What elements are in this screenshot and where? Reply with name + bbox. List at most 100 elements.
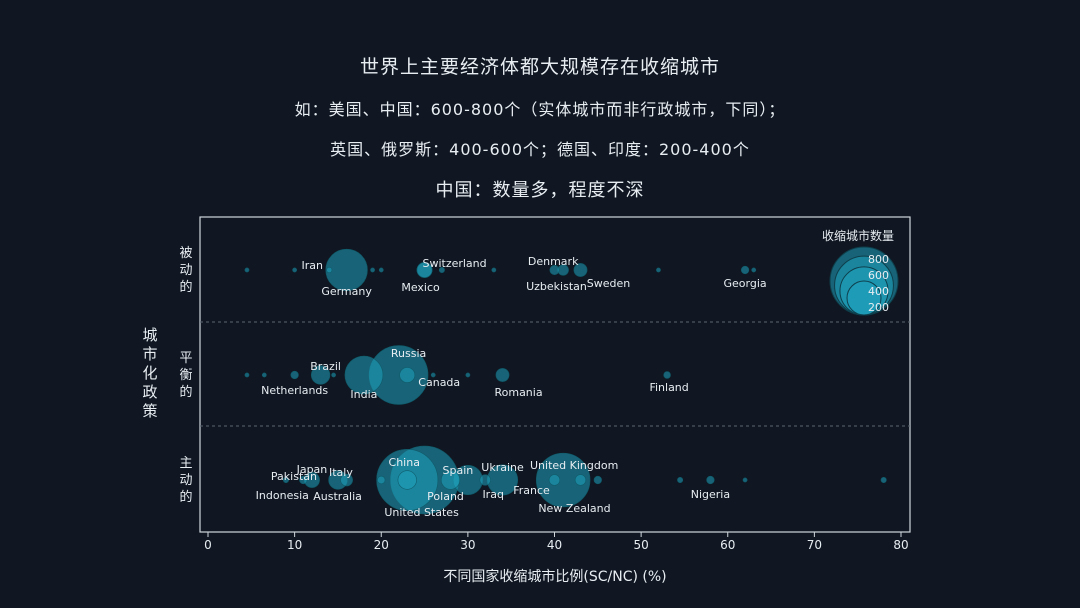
point-label-germany: Germany — [321, 285, 372, 298]
x-tick-label: 10 — [287, 538, 302, 552]
legend-label-200: 200 — [868, 301, 889, 314]
bubble-new-zealand — [574, 474, 587, 486]
bubble-india — [344, 355, 384, 395]
bubble-unlabeled — [465, 372, 471, 378]
bubble-brazil — [311, 365, 331, 385]
point-label-georgia: Georgia — [724, 277, 767, 290]
point-label-iran: Iran — [302, 259, 324, 272]
legend-label-800: 800 — [868, 253, 889, 266]
x-tick-label: 40 — [547, 538, 562, 552]
bubble-netherlands — [290, 370, 299, 380]
y-axis-title: 城市化政策 — [142, 326, 158, 420]
bubble-unlabeled — [430, 372, 436, 378]
bubble-unlabeled — [491, 267, 497, 273]
point-label-united-kingdom: United Kingdom — [530, 459, 618, 472]
bubble-unlabeled — [377, 475, 386, 485]
point-label-iraq: Iraq — [482, 488, 504, 501]
point-label-new-zealand: New Zealand — [538, 502, 610, 515]
point-label-france: France — [513, 484, 550, 497]
legend-label-400: 400 — [868, 285, 889, 298]
bubble-france — [548, 474, 561, 486]
bubble-pakistan — [282, 477, 289, 483]
point-label-russia: Russia — [391, 347, 426, 360]
bubble-iraq — [479, 474, 491, 486]
bubble-finland — [663, 371, 671, 379]
category-label-3: 主 — [179, 456, 192, 471]
point-label-uzbekistan: Uzbekistan — [526, 280, 587, 293]
conclusion-line: 中国：数量多，程度不深 — [435, 180, 645, 201]
point-label-japan: Japan — [296, 463, 328, 476]
bubble-poland — [440, 470, 461, 490]
bubble-unlabeled — [244, 372, 250, 378]
point-label-netherlands: Netherlands — [261, 384, 328, 397]
bubble-unlabeled — [331, 372, 336, 378]
subtitle-line-2: 英国、俄罗斯：400-600个；德国、印度：200-400个 — [330, 140, 750, 159]
bubble-georgia — [740, 265, 750, 275]
bubble-unlabeled — [378, 267, 384, 273]
bubble-iran — [326, 267, 333, 273]
point-label-sweden: Sweden — [587, 277, 630, 290]
bubble-unlabeled — [397, 470, 417, 490]
category-label-3: 动 — [179, 473, 192, 488]
bubble-unlabeled — [438, 267, 445, 273]
bubble-unlabeled — [677, 477, 684, 483]
point-label-poland: Poland — [427, 490, 464, 503]
x-axis-title: 不同国家收缩城市比例(SC/NC) (%) — [443, 569, 667, 585]
legend-title: 收缩城市数量 — [822, 228, 894, 243]
bubble-unlabeled — [742, 477, 748, 483]
category-label-2: 平 — [179, 351, 192, 366]
x-tick-label: 80 — [893, 538, 908, 552]
x-tick-label: 60 — [720, 538, 735, 552]
bubble-unlabeled — [751, 267, 757, 273]
point-label-nigeria: Nigeria — [691, 488, 730, 501]
bubble-unlabeled — [593, 475, 602, 485]
category-label-1: 动 — [179, 263, 192, 278]
bubble-canada — [399, 367, 416, 383]
x-tick-label: 30 — [460, 538, 475, 552]
category-label-2: 的 — [179, 384, 192, 400]
x-tick-label: 70 — [807, 538, 822, 552]
bubble-sweden — [573, 263, 588, 277]
bubble-unlabeled — [370, 267, 375, 273]
legend-label-600: 600 — [868, 269, 889, 282]
category-label-1: 的 — [179, 279, 192, 295]
point-label-ukraine: Ukraine — [481, 461, 524, 474]
point-label-italy: Italy — [329, 466, 353, 479]
chart-title: 世界上主要经济体都大规模存在收缩城市 — [359, 56, 720, 78]
bubble-united-kingdom — [535, 452, 591, 508]
point-label-denmark: Denmark — [528, 255, 579, 268]
point-label-canada: Canada — [418, 376, 460, 389]
point-label-romania: Romania — [494, 386, 542, 399]
point-label-spain: Spain — [443, 464, 474, 477]
bubble-uzbekistan — [549, 265, 560, 275]
bubble-indonesia — [299, 475, 308, 485]
x-tick-label: 50 — [633, 538, 648, 552]
bubble-unlabeled — [244, 267, 250, 273]
x-tick-label: 0 — [204, 538, 212, 552]
bubble-mexico — [416, 262, 433, 278]
point-label-switzerland: Switzerland — [422, 257, 486, 270]
bubble-unlabeled — [656, 267, 661, 273]
point-label-india: India — [350, 388, 377, 401]
point-label-brazil: Brazil — [310, 360, 341, 373]
point-label-united-states: United States — [384, 506, 459, 519]
legend-circle-200 — [846, 280, 882, 316]
bubble-unlabeled — [261, 372, 267, 378]
x-tick-label: 20 — [374, 538, 389, 552]
bubble-nigeria — [706, 475, 715, 485]
category-label-3: 的 — [179, 489, 192, 505]
category-label-2: 衡 — [179, 368, 192, 383]
point-label-mexico: Mexico — [401, 281, 440, 294]
bubble-unlabeled — [880, 477, 887, 483]
bubble-germany — [325, 248, 368, 292]
category-label-1: 被 — [179, 246, 192, 261]
point-label-pakistan: Pakistan — [271, 470, 317, 483]
subtitle-line-1: 如：美国、中国：600-800个（实体城市而非行政城市，下同）； — [294, 100, 786, 119]
point-label-australia: Australia — [313, 490, 362, 503]
point-label-indonesia: Indonesia — [256, 489, 309, 502]
point-label-finland: Finland — [649, 381, 688, 394]
bubble-australia — [340, 473, 353, 487]
bubble-unlabeled — [292, 267, 298, 273]
bubble-romania — [495, 368, 510, 382]
